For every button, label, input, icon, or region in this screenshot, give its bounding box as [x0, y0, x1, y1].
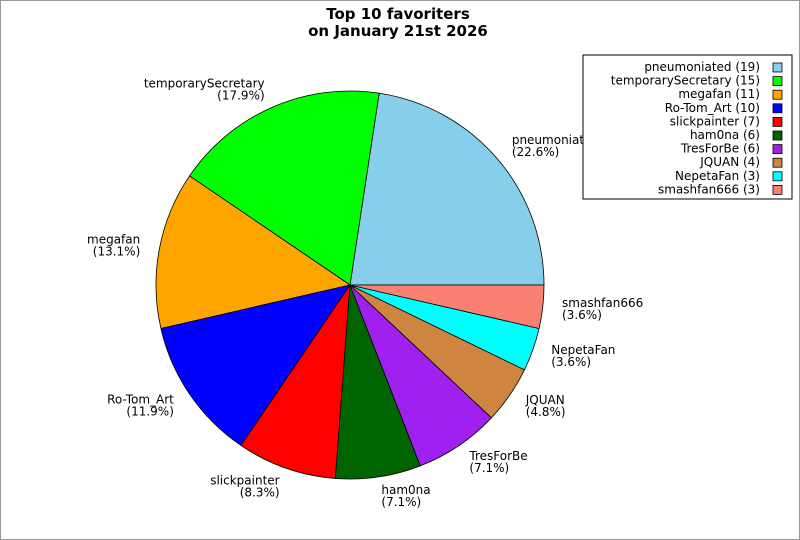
- slice-label: smashfan666: [562, 296, 643, 310]
- pie-slice: [155, 175, 351, 329]
- legend-label: JQUAN (4): [699, 155, 760, 169]
- legend-label: TresForBe (6): [680, 142, 760, 156]
- legend-label: pneumoniated (19): [644, 60, 760, 74]
- legend-swatch: [772, 89, 783, 100]
- slice-percent: (8.3%): [240, 485, 280, 499]
- legend-swatch: [772, 103, 783, 114]
- legend-label: temporarySecretary (15): [611, 74, 760, 88]
- legend-label: NepetaFan (3): [675, 169, 760, 183]
- legend-swatch: [772, 184, 783, 195]
- legend-swatch: [772, 117, 783, 127]
- pie-slice: [188, 90, 380, 286]
- slice-percent: (3.6%): [562, 308, 602, 322]
- legend-swatch: [772, 157, 783, 168]
- slice-label: temporarySecretary: [144, 76, 265, 90]
- slice-label: slickpainter: [210, 473, 279, 487]
- slice-percent: (17.9%): [217, 88, 264, 102]
- slice-percent: (7.1%): [469, 461, 509, 475]
- slice-percent: (13.1%): [93, 245, 140, 259]
- chart-title: on January 21st 2026: [308, 22, 488, 40]
- slice-label: megafan: [87, 233, 140, 247]
- slice-percent: (3.6%): [551, 355, 591, 369]
- pie-slice: [349, 284, 545, 329]
- legend-swatch: [772, 144, 783, 155]
- slice-label: pneumoniated: [512, 133, 599, 147]
- slice-percent: (7.1%): [381, 495, 421, 509]
- slice-label: NepetaFan: [551, 343, 615, 357]
- legend-swatch: [772, 171, 783, 182]
- legend-label: smashfan666 (3): [658, 182, 760, 196]
- legend-box: [582, 54, 793, 200]
- slice-label: JQUAN: [525, 393, 565, 407]
- slice-percent: (22.6%): [512, 145, 559, 159]
- legend-label: ham0na (6): [690, 128, 760, 142]
- chart-title: Top 10 favoriters: [326, 5, 470, 23]
- slice-percent: (4.8%): [526, 405, 566, 419]
- legend-swatch: [772, 62, 783, 73]
- slice-label: ham0na: [381, 483, 430, 497]
- slice-percent: (11.9%): [126, 405, 173, 419]
- legend-label: megafan (11): [678, 87, 760, 101]
- legend-label: slickpainter (7): [670, 114, 760, 128]
- legend-swatch: [772, 76, 783, 86]
- slice-label: Ro-Tom_Art: [107, 393, 174, 407]
- slice-label: TresForBe: [468, 449, 527, 463]
- pie-slice: [160, 284, 351, 447]
- legend-label: Ro-Tom_Art (10): [665, 101, 760, 115]
- pie-slice: [349, 92, 545, 286]
- legend-swatch: [772, 130, 783, 141]
- pie-slice: [240, 283, 351, 479]
